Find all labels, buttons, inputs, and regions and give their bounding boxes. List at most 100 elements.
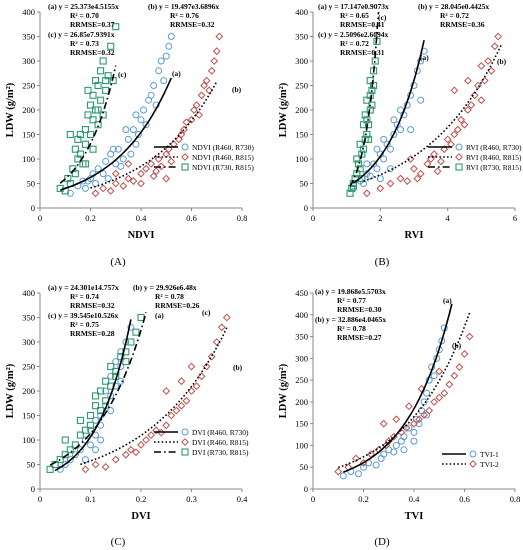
data-point-diamond xyxy=(410,419,418,428)
data-point-diamond xyxy=(157,162,166,171)
data-point-diamond xyxy=(490,42,499,51)
data-point-circle xyxy=(405,424,413,432)
legend-label: RVI (R460, R815) xyxy=(466,153,522,162)
x-axis-label: DVI xyxy=(131,511,150,522)
series-2 xyxy=(81,313,231,474)
y-tick-label: 350 xyxy=(22,313,35,323)
legend-marker xyxy=(455,153,463,161)
y-axis-label: LDW (g/m²) xyxy=(278,82,289,137)
data-point-diamond xyxy=(352,454,360,463)
equation-line: R² = 0.70 xyxy=(70,11,99,20)
x-axis-label: RVI xyxy=(405,230,424,241)
data-point-square xyxy=(94,81,102,90)
data-point-circle xyxy=(423,389,431,397)
data-point-circle xyxy=(87,441,94,449)
fit-curve-3 xyxy=(349,11,380,187)
data-point-circle xyxy=(122,126,130,134)
equation-line: RRMSE=0.28 xyxy=(70,329,115,338)
y-tick-label: 50 xyxy=(27,179,36,189)
equation-line: R² = 0.78 xyxy=(337,324,366,333)
x-tick-label: 0.1 xyxy=(85,494,96,504)
data-point-diamond xyxy=(425,406,434,415)
data-point-square xyxy=(127,338,135,346)
data-point-circle xyxy=(140,106,148,114)
y-tick-label: 400 xyxy=(22,288,35,298)
data-point-square xyxy=(81,140,89,148)
data-point-square xyxy=(89,91,97,99)
x-tick-label: 0.8 xyxy=(237,213,248,223)
x-tick-label: 0 xyxy=(311,494,315,504)
data-point-circle xyxy=(142,121,150,129)
data-point-diamond xyxy=(430,150,439,159)
data-point-diamond xyxy=(334,467,343,476)
y-axis-label: LDW (g/m²) xyxy=(278,363,289,418)
data-point-square xyxy=(363,130,371,139)
x-tick-label: 0.6 xyxy=(459,494,470,504)
data-point-circle xyxy=(132,111,140,119)
data-point-square xyxy=(66,446,74,454)
series-1 xyxy=(66,33,175,197)
fit-curve-2 xyxy=(363,43,503,183)
data-point-square xyxy=(346,189,354,197)
fit-curve-1 xyxy=(352,40,425,184)
data-point-diamond xyxy=(437,157,445,166)
y-tick-label: 150 xyxy=(295,130,308,140)
data-point-circle xyxy=(376,175,384,183)
data-point-diamond xyxy=(474,81,482,90)
data-point-circle xyxy=(92,416,100,424)
series-2 xyxy=(362,32,503,198)
y-tick-label: 250 xyxy=(295,375,308,385)
y-tick-label: 400 xyxy=(295,310,308,320)
data-point-diamond xyxy=(162,174,171,183)
curve-label: (c) xyxy=(118,70,127,79)
series-3 xyxy=(56,23,120,195)
data-point-square xyxy=(71,170,79,178)
data-point-square xyxy=(61,436,69,444)
y-tick-label: 350 xyxy=(295,332,308,342)
data-point-diamond xyxy=(362,189,371,198)
legend-marker xyxy=(181,428,189,436)
equation-line: R² = 0.65 xyxy=(340,11,369,20)
y-tick-label: 450 xyxy=(295,288,308,298)
data-point-diamond xyxy=(379,419,388,428)
data-point-diamond xyxy=(480,76,489,85)
data-point-diamond xyxy=(162,421,171,430)
equation-line: RRMSE=0.36 xyxy=(440,20,485,29)
data-point-circle xyxy=(155,67,163,75)
legend: RVI (R460, R730)RVI (R460, R815)RVI (R73… xyxy=(428,143,522,172)
data-point-circle xyxy=(160,77,168,85)
data-point-diamond xyxy=(222,313,231,322)
data-point-circle xyxy=(386,165,394,173)
equation-line: (b) y = 19.497e3.6896x xyxy=(148,2,219,11)
data-point-circle xyxy=(104,175,112,183)
data-point-square xyxy=(86,411,95,420)
chart-panel-3: 0 50 100 150 200 250 300 350 400 0 0.1 0.2 0.3 0.4 DVI… xyxy=(5,283,249,548)
data-point-circle xyxy=(360,463,367,471)
y-axis-label: LDW (g/m²) xyxy=(5,82,16,137)
data-point-diamond xyxy=(450,130,459,139)
data-point-circle xyxy=(112,358,120,366)
y-tick-label: 150 xyxy=(22,130,35,140)
data-point-diamond xyxy=(187,387,196,395)
data-point-circle xyxy=(127,150,135,158)
data-point-square xyxy=(112,23,120,31)
data-point-diamond xyxy=(99,184,108,193)
data-point-diamond xyxy=(177,401,186,410)
fit-curve-1 xyxy=(59,77,173,191)
data-point-circle xyxy=(372,461,380,469)
x-tick-label: 0.4 xyxy=(409,494,420,504)
equation-line: (b) y = 29.926e6.48x xyxy=(133,283,197,292)
data-point-diamond xyxy=(406,155,415,163)
data-point-circle xyxy=(380,155,388,163)
data-point-diamond xyxy=(494,32,503,41)
equation-line: (a) y = 25.373e4.5155x xyxy=(48,2,119,11)
data-point-square xyxy=(137,313,145,322)
y-tick-label: 0 xyxy=(304,484,308,494)
data-point-circle xyxy=(370,160,378,168)
equation-line: (a) y = 17.147e0.9073x xyxy=(318,2,389,11)
data-point-diamond xyxy=(172,406,181,415)
data-point-diamond xyxy=(137,179,145,188)
data-point-square xyxy=(97,67,105,75)
y-tick-label: 50 xyxy=(300,462,309,472)
curve-label: (a) xyxy=(443,296,452,305)
